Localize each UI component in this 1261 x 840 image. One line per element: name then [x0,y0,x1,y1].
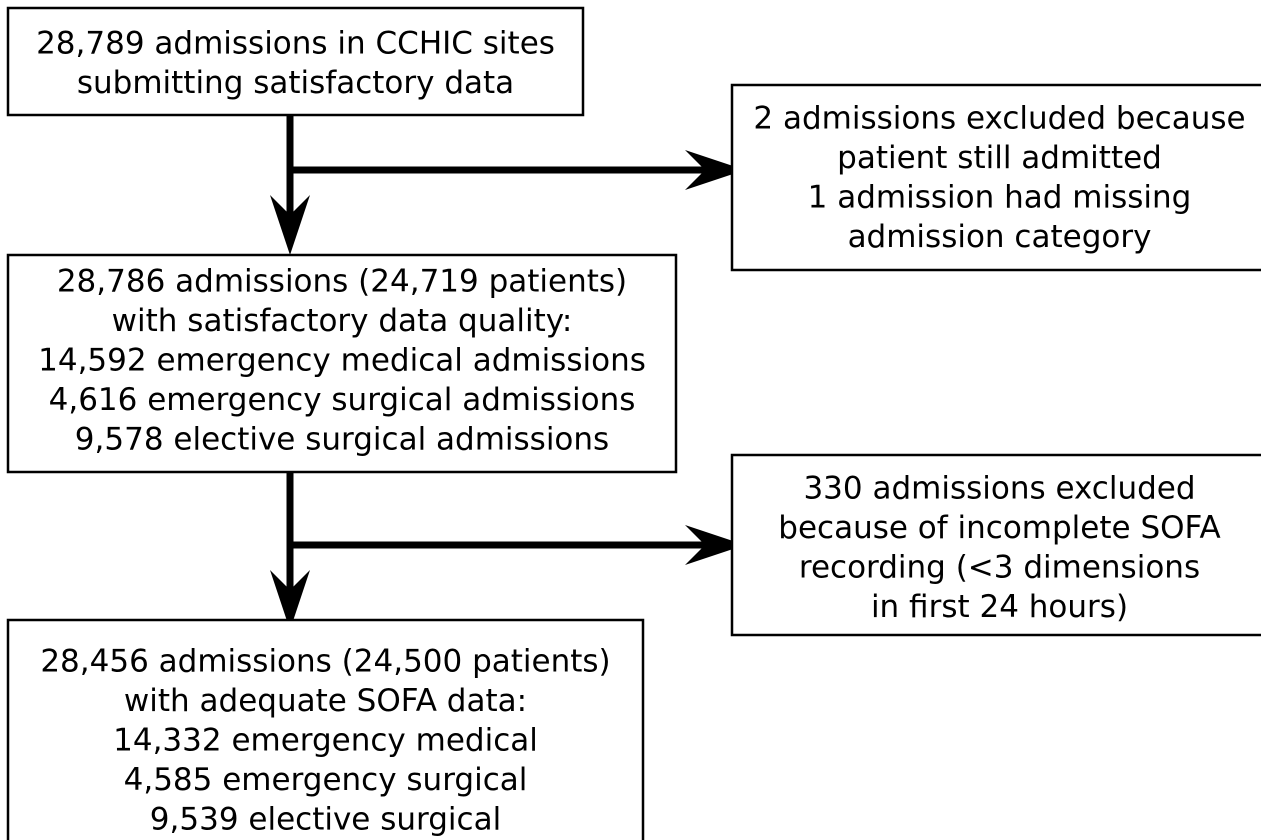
node-text: in first 24 hours) [871,589,1128,625]
node-text: 14,332 emergency medical [113,723,538,759]
node-text: submitting satisfactory data [77,65,514,101]
node-text: 28,456 admissions (24,500 patients) [40,644,610,680]
node-text: admission category [848,219,1152,255]
node-text: 330 admissions excluded [803,471,1195,507]
node-text: with satisfactory data quality: [112,303,573,339]
node-text: 9,578 elective surgical admissions [75,422,609,458]
node-box [6,253,678,474]
node-text: because of incomplete SOFA [778,510,1220,546]
node-text: 9,539 elective surgical [150,802,501,838]
arrowhead [685,150,745,190]
node-box [730,83,1261,272]
node-text: 28,786 admissions (24,719 patients) [57,264,627,300]
connectors [270,115,745,630]
node-text: 2 admissions excluded because [753,101,1245,137]
node-box [6,618,645,840]
arrowhead [270,570,310,630]
arrowhead [685,525,745,565]
node-text: patient still admitted [837,140,1162,176]
node-text: recording (<3 dimensions [799,550,1200,586]
node-text: 14,592 emergency medical admissions [38,343,646,379]
node-text: with adequate SOFA data: [124,683,527,719]
node-text: 28,789 admissions in CCHIC sites [36,26,555,62]
node-box [6,6,585,117]
arrowhead [270,195,310,255]
node-box [730,453,1261,637]
node-text: 4,616 emergency surgical admissions [49,382,636,418]
node-text: 4,585 emergency surgical [124,762,528,798]
node-text: 1 admission had missing [808,180,1192,216]
